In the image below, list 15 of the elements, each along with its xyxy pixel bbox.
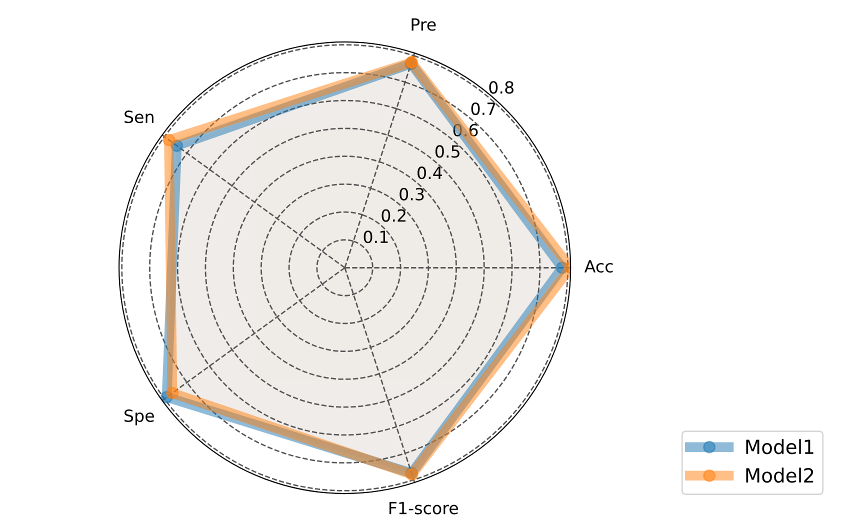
y-tick-label: 0.8 (489, 81, 514, 94)
spoke-label: F1-score (390, 502, 458, 514)
spoke-label: Acc (584, 260, 613, 273)
spoke-label: Sen (124, 110, 154, 124)
legend-label: Model2 (746, 468, 814, 483)
spoke-label: Spe (124, 409, 154, 426)
spoke-label: Pre (412, 18, 436, 31)
y-tick-label: 0.1 (364, 230, 388, 244)
y-tick-label: 0.5 (435, 145, 460, 158)
y-tick-label: 0.4 (418, 166, 442, 180)
y-tick-label: 0.6 (453, 124, 478, 136)
legend-label: Model1 (746, 439, 814, 454)
y-tick-label: 0.2 (382, 209, 406, 222)
y-tick-label: 0.7 (471, 102, 496, 116)
y-tick-label: 0.3 (400, 188, 424, 200)
